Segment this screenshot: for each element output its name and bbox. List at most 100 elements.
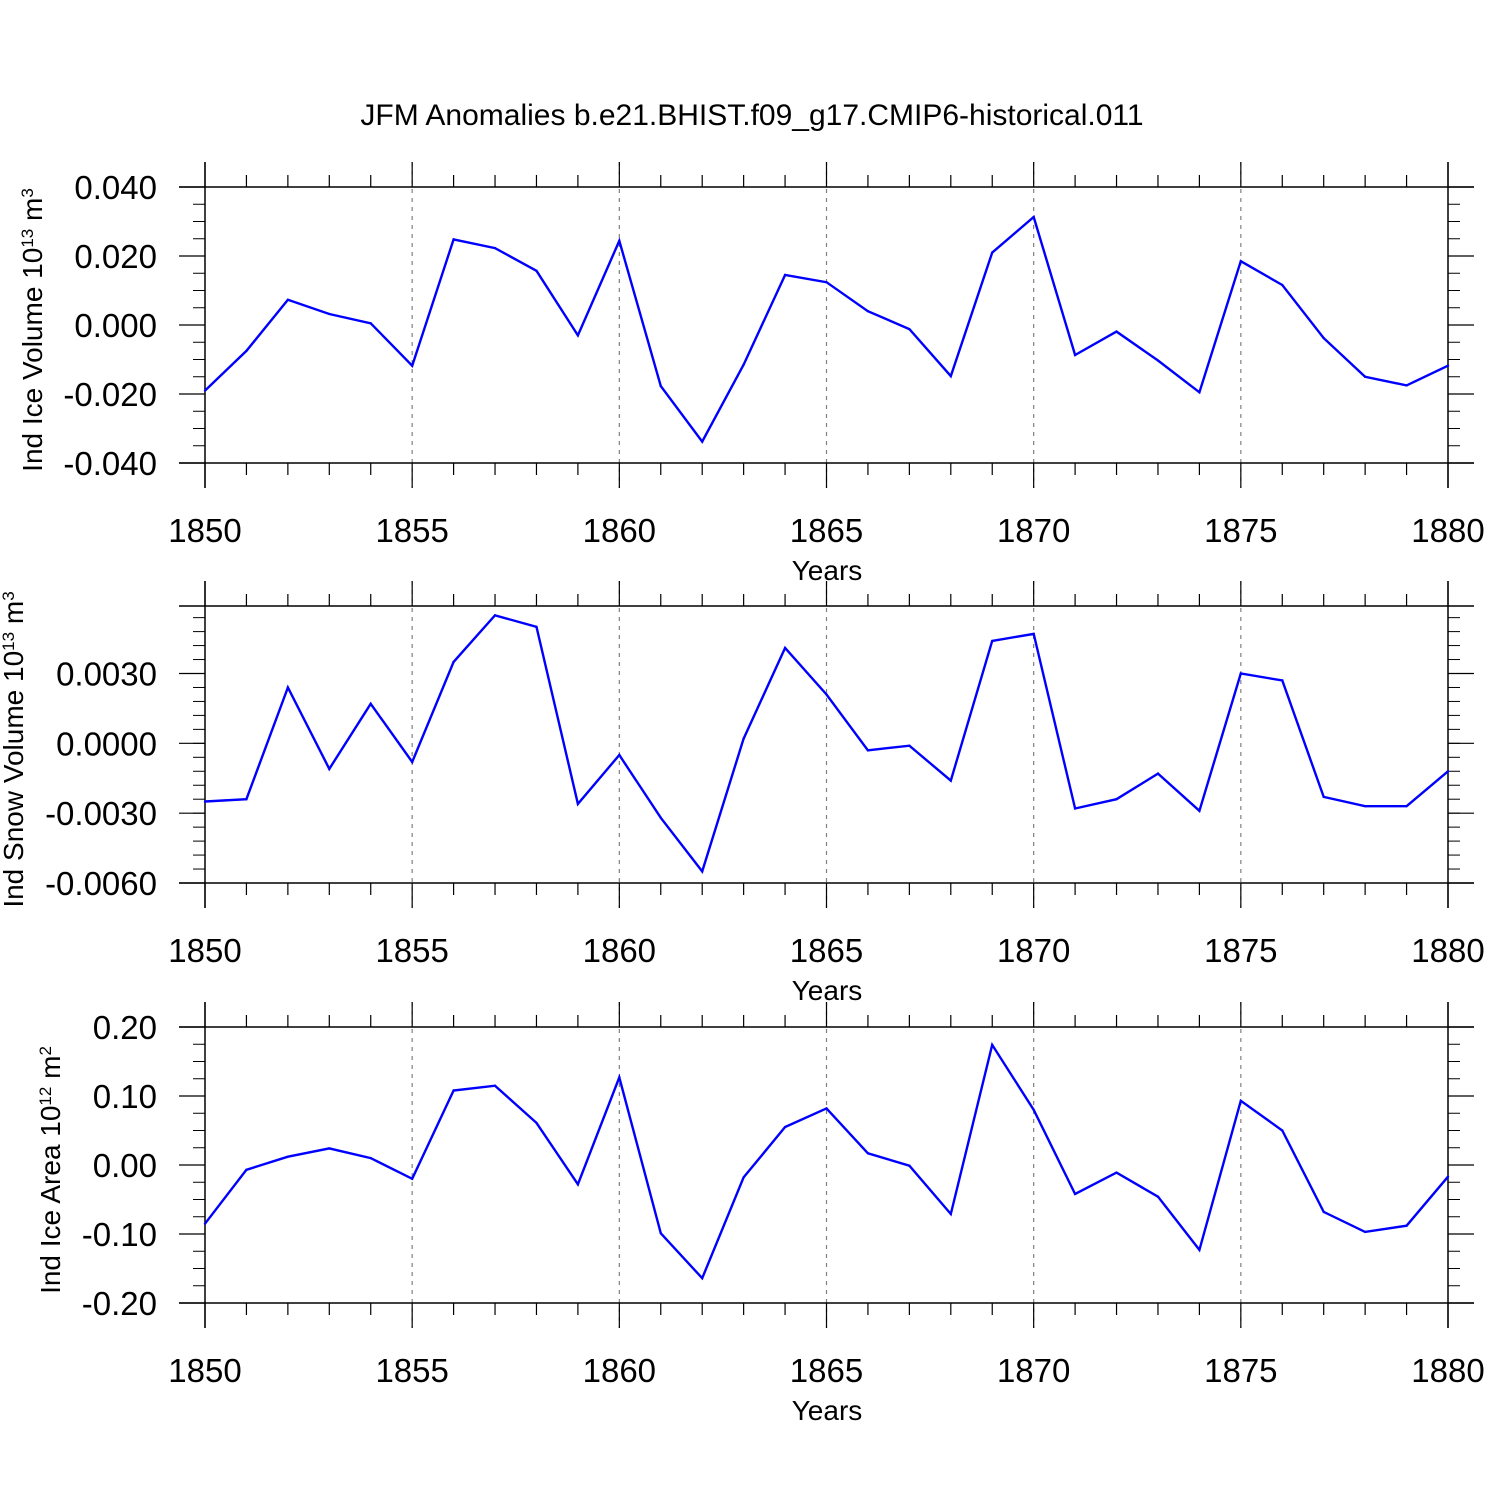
y-tick-label: 0.020 (74, 238, 157, 275)
data-point (783, 273, 787, 277)
y-axis-label-part: m (35, 1056, 66, 1087)
data-point (1032, 1108, 1035, 1112)
data-point (535, 1121, 538, 1125)
data-point (493, 1084, 497, 1087)
data-point (701, 1276, 704, 1280)
data-point (618, 239, 621, 243)
x-tick-label: 1855 (375, 932, 448, 969)
data-point (1405, 384, 1408, 387)
data-point (1073, 353, 1077, 357)
x-tick-label: 1875 (1204, 1352, 1277, 1389)
y-tick-label: -0.020 (63, 376, 157, 413)
data-point (1446, 770, 1450, 773)
data-point (576, 1183, 580, 1186)
data-point (1032, 632, 1035, 636)
x-tick-label: 1850 (168, 512, 241, 549)
data-point (1322, 1210, 1325, 1214)
y-tick-label: -0.040 (63, 445, 157, 482)
data-point (328, 312, 331, 316)
x-tick-label: 1860 (583, 1352, 656, 1389)
y-axis-label-superscript: 3 (0, 591, 18, 600)
data-point (949, 779, 952, 782)
data-point (742, 737, 745, 740)
data-point (1115, 330, 1118, 333)
y-axis-label: Ind Snow Volume 1013 m3 (0, 591, 29, 907)
y-tick-label: 0.040 (74, 169, 157, 206)
x-tick-label: 1870 (997, 512, 1070, 549)
data-point (328, 1147, 331, 1150)
data-point (1073, 807, 1077, 810)
data-point (949, 374, 952, 378)
data-point (1156, 772, 1160, 775)
data-point (493, 614, 497, 617)
x-tick-label: 1875 (1204, 512, 1277, 549)
data-point (1198, 1248, 1201, 1252)
data-point (535, 269, 538, 273)
data-point (286, 1155, 290, 1158)
y-axis-label-superscript: 2 (36, 1046, 55, 1055)
y-axis-label: Ind Ice Volume 1013 m3 (17, 188, 48, 472)
x-tick-label: 1855 (375, 512, 448, 549)
x-tick-label: 1880 (1411, 512, 1484, 549)
data-point (1032, 215, 1035, 219)
data-point (245, 349, 248, 353)
data-point (991, 251, 994, 254)
data-point (1363, 1230, 1367, 1234)
data-point (825, 693, 828, 696)
data-point (1156, 1195, 1160, 1198)
x-tick-label: 1860 (583, 932, 656, 969)
data-point (245, 798, 248, 801)
data-point (659, 816, 662, 820)
x-axis-label: Years (792, 975, 863, 1006)
y-tick-label: 0.00 (93, 1147, 157, 1184)
data-point (1363, 375, 1367, 378)
x-tick-label: 1860 (583, 512, 656, 549)
data-point (783, 646, 787, 650)
data-point (1239, 259, 1243, 263)
data-point (1073, 1192, 1077, 1196)
y-tick-label: -0.20 (82, 1285, 157, 1322)
y-axis-label-part: m (17, 198, 48, 229)
y-axis-label-superscript: 3 (18, 188, 37, 197)
data-point (1239, 672, 1243, 675)
y-axis-label-part: m (0, 601, 29, 632)
data-point (825, 1107, 828, 1110)
data-point (1405, 804, 1408, 808)
y-axis-label-part: Ind Ice Area 10 (35, 1106, 66, 1294)
y-axis-label-superscript: 13 (18, 229, 37, 248)
data-point (369, 322, 372, 325)
data-point (410, 1177, 414, 1181)
data-point (1198, 809, 1201, 813)
y-tick-label: 0.000 (74, 307, 157, 344)
data-point (1446, 364, 1450, 367)
data-point (1446, 1175, 1450, 1178)
data-point (991, 1043, 994, 1047)
y-tick-label: 0.20 (93, 1009, 157, 1046)
data-point (701, 870, 704, 873)
y-axis-label: Ind Ice Area 1012 m2 (35, 1046, 66, 1294)
data-point (535, 625, 538, 629)
data-point (659, 1232, 662, 1235)
data-point (1115, 798, 1118, 801)
data-point (1281, 283, 1284, 287)
x-tick-label: 1865 (790, 1352, 863, 1389)
y-tick-label: 0.0030 (56, 656, 157, 693)
y-axis-label-part: Ind Snow Volume 10 (0, 651, 29, 908)
data-point (452, 1089, 455, 1092)
y-tick-label: 0.0000 (56, 725, 157, 762)
data-point (203, 389, 207, 392)
data-point (286, 686, 290, 689)
data-point (866, 749, 870, 752)
data-point (493, 246, 497, 250)
data-point (742, 363, 745, 366)
x-tick-label: 1850 (168, 932, 241, 969)
data-point (452, 660, 455, 664)
chart-title: JFM Anomalies b.e21.BHIST.f09_g17.CMIP6-… (360, 99, 1143, 132)
x-tick-label: 1865 (790, 512, 863, 549)
data-point (203, 1222, 207, 1225)
data-point (576, 334, 580, 337)
data-point (1363, 804, 1367, 808)
data-point (949, 1212, 952, 1216)
data-point (908, 744, 911, 747)
x-axis-label: Years (792, 1395, 863, 1426)
